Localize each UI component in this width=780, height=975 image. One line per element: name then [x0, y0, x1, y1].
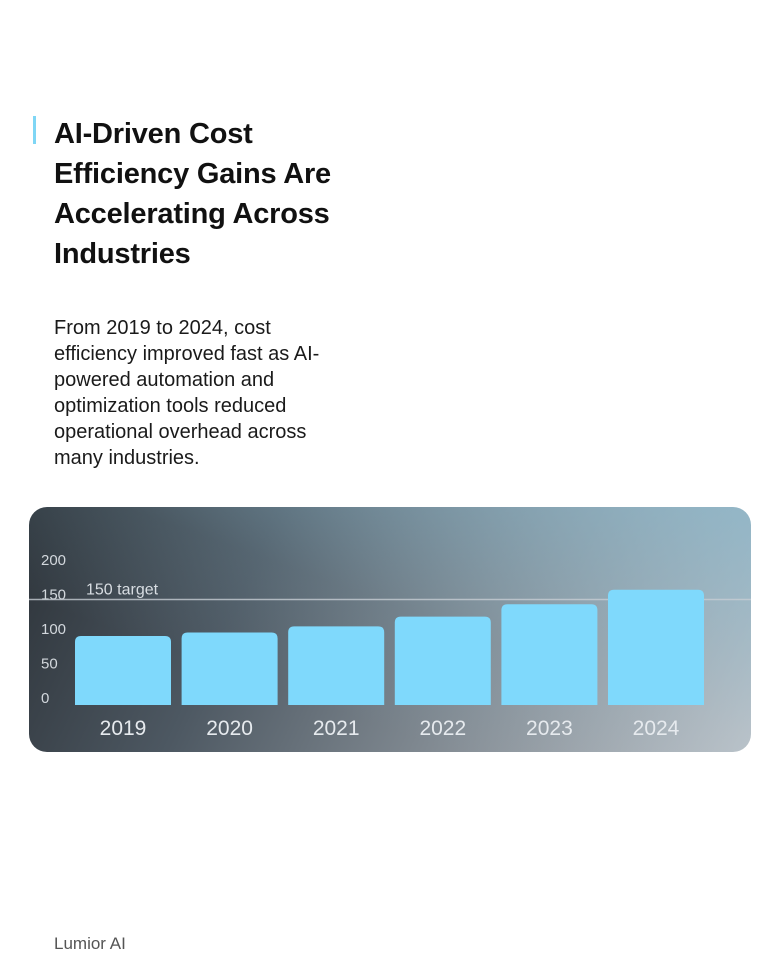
- y-tick-label: 200: [41, 552, 66, 569]
- x-tick-label: 2021: [313, 717, 360, 740]
- page-title: AI-Driven Cost Efficiency Gains Are Acce…: [54, 118, 331, 270]
- y-tick-label: 150: [41, 587, 66, 604]
- page-description: From 2019 to 2024, cost efficiency impro…: [54, 317, 320, 469]
- bar-2022: [394, 616, 491, 705]
- bar-2024: [608, 589, 704, 705]
- title-accent-bar: [33, 116, 36, 144]
- bar-2019: [75, 636, 171, 705]
- x-tick-label: 2019: [100, 717, 147, 740]
- y-tick-label: 50: [41, 656, 58, 673]
- footer-brand: Lumior AI: [54, 934, 126, 953]
- x-tick-label: 2020: [206, 717, 253, 740]
- x-tick-label: 2024: [633, 717, 680, 740]
- bar-2021: [288, 626, 385, 705]
- y-tick-label: 100: [41, 621, 66, 638]
- y-tick-label: 0: [41, 690, 49, 707]
- chart-card: 200 150 100 50 0 150 target 2019 2020 2021 2022 20…: [29, 507, 751, 752]
- bar-2023: [501, 604, 598, 705]
- bar-chart: 200 150 100 50 0 150 target 2019 2020 2021 2022 20…: [29, 552, 751, 740]
- target-reference-label: 150 target: [86, 582, 159, 599]
- x-tick-label: 2023: [526, 717, 573, 740]
- bar-2020: [181, 632, 278, 705]
- x-tick-label: 2022: [419, 717, 466, 740]
